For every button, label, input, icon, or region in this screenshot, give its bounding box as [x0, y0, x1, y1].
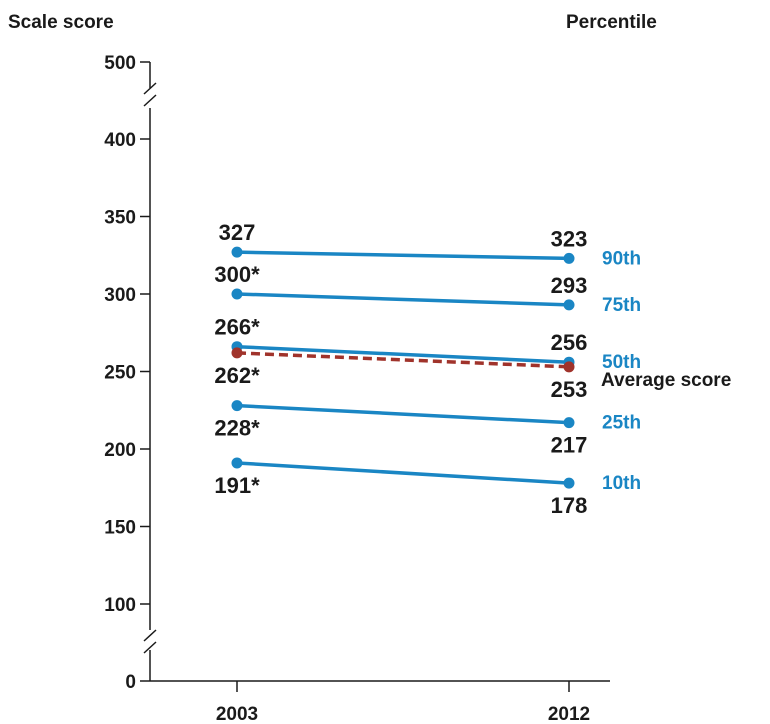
series-label-50th: 50th [602, 352, 641, 373]
y-tick-label: 400 [104, 130, 136, 151]
data-label-90th: 327 [219, 220, 256, 245]
y-tick-label: 0 [125, 672, 136, 693]
data-point-25th [231, 400, 243, 412]
y-tick-label: 300 [104, 285, 136, 306]
data-point-average-score [231, 347, 243, 359]
series-line-75th [236, 292, 570, 307]
y-axis-title: Scale score [8, 12, 114, 33]
data-label-average-score: 253 [551, 377, 588, 402]
data-point-10th [231, 457, 243, 469]
data-label-75th: 293 [551, 273, 588, 298]
data-point-75th [563, 299, 575, 311]
data-point-10th [563, 477, 575, 489]
series-line-25th [236, 403, 570, 425]
y-tick-label: 350 [104, 208, 136, 229]
series-label-10th: 10th [602, 473, 641, 494]
data-label-50th: 256 [551, 330, 588, 355]
data-label-average-score: 262* [214, 363, 260, 388]
axis-break-mark [143, 641, 157, 654]
data-label-50th: 266* [214, 315, 260, 340]
data-point-25th [563, 417, 575, 429]
y-tick-label: 200 [104, 440, 136, 461]
x-tick-label: 2003 [216, 704, 258, 724]
chart-marks: 327 323 90th 300* 293 75th 266* 256 50th 262* 253 A… [214, 220, 731, 518]
series-label-average-score: Average score [601, 370, 731, 391]
axis-break-mark [143, 629, 157, 642]
y-tick-label: 150 [104, 518, 136, 539]
series-line-50th [236, 344, 570, 364]
data-label-10th: 191* [214, 473, 260, 498]
x-tick-label: 2012 [548, 704, 590, 724]
legend-header: Percentile [566, 12, 657, 33]
axis-break-mark [143, 82, 157, 95]
y-tick-label: 100 [104, 595, 136, 616]
y-tick-label: 500 [104, 53, 136, 74]
series-label-75th: 75th [602, 295, 641, 316]
y-tick-label: 250 [104, 363, 136, 384]
axes: 0 100 150 200 250 300 350 400 500 2003 2012 [104, 53, 610, 724]
series-label-25th: 25th [602, 413, 641, 434]
data-point-90th [231, 246, 243, 258]
data-label-25th: 228* [214, 416, 260, 441]
series-line-90th [236, 250, 570, 261]
data-point-90th [563, 252, 575, 264]
data-point-average-score [563, 361, 575, 373]
series-label-90th: 90th [602, 248, 641, 269]
data-label-90th: 323 [551, 226, 588, 251]
data-label-10th: 178 [551, 493, 588, 518]
series-line-10th [236, 461, 570, 485]
data-label-25th: 217 [551, 433, 588, 458]
data-point-75th [231, 288, 243, 300]
axis-break-mark [143, 94, 157, 107]
data-label-75th: 300* [214, 262, 260, 287]
